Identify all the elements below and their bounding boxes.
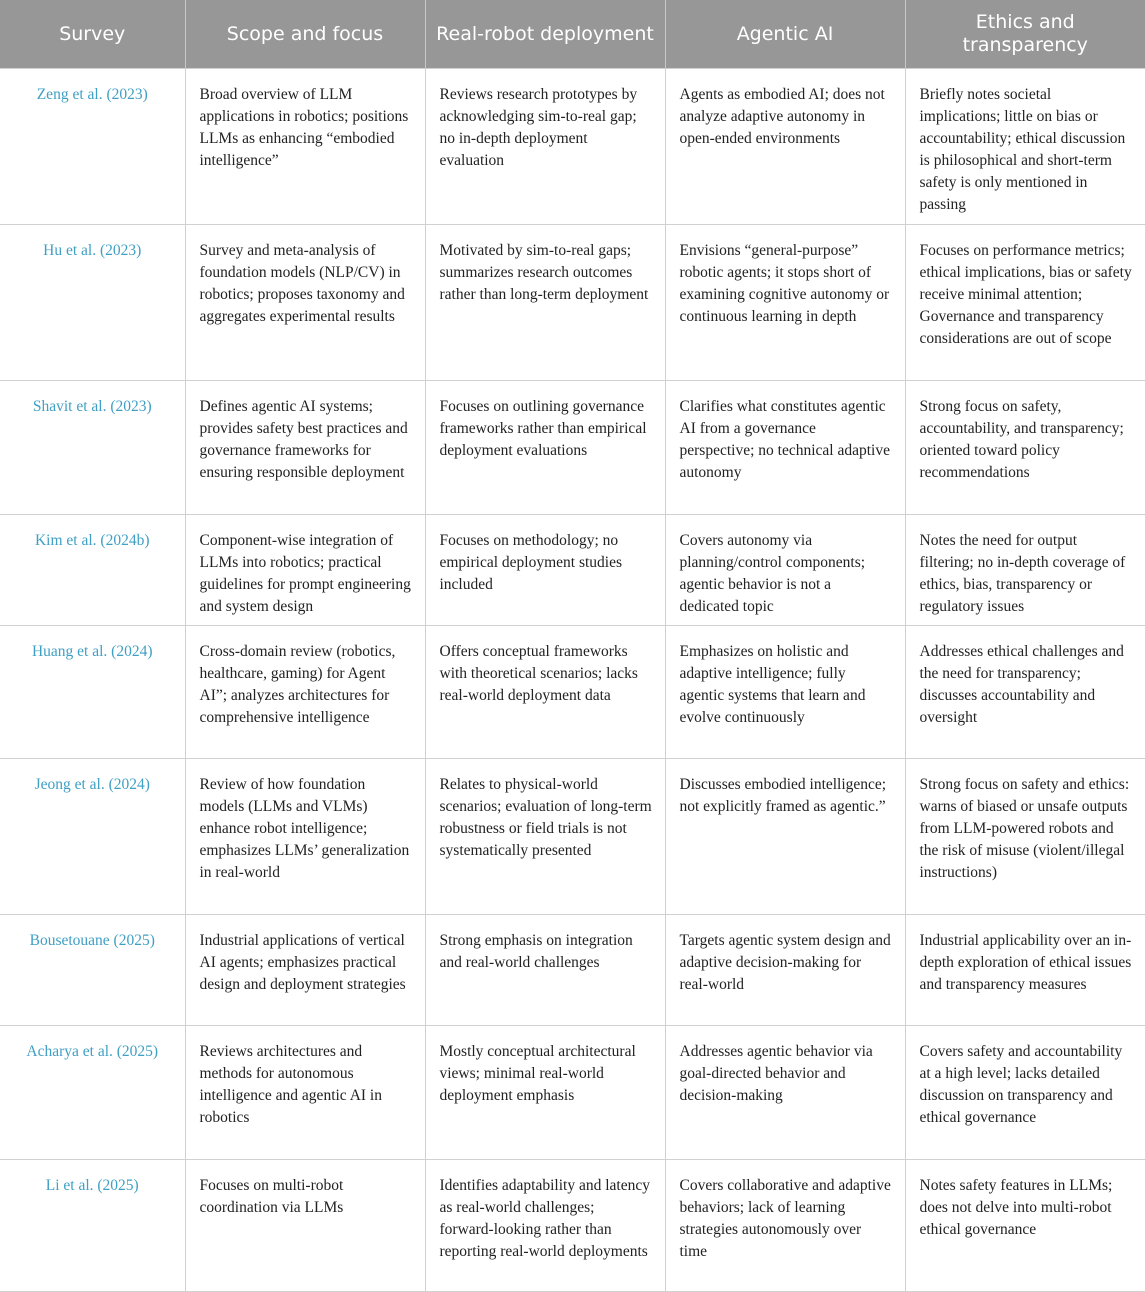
- deployment-cell: Strong emphasis on integration and real-…: [424, 914, 666, 1026]
- scope-cell: Review of how foundation models (LLMs an…: [184, 758, 426, 915]
- scope-cell: Industrial applications of vertical AI a…: [184, 914, 426, 1026]
- deployment-cell: Relates to physical-world scenarios; eva…: [424, 758, 666, 915]
- scope-cell: Broad overview of LLM applications in ro…: [184, 68, 426, 225]
- deployment-cell: Motivated by sim-to-real gaps; summarize…: [424, 224, 666, 381]
- header-survey: Survey: [0, 0, 185, 69]
- survey-link[interactable]: Zeng et al. (2023): [0, 68, 186, 225]
- ethics-cell: Addresses ethical challenges and the nee…: [904, 625, 1145, 759]
- survey-link[interactable]: Huang et al. (2024): [0, 625, 186, 759]
- agentic-cell: Envisions “general-purpose” robotic agen…: [664, 224, 906, 381]
- survey-link[interactable]: Hu et al. (2023): [0, 224, 186, 381]
- ethics-cell: Briefly notes societal implications; lit…: [904, 68, 1145, 225]
- deployment-cell: Offers conceptual frameworks with theore…: [424, 625, 666, 759]
- scope-cell: Reviews architectures and methods for au…: [184, 1025, 426, 1160]
- table-row: Bousetouane (2025) Industrial application…: [0, 914, 1145, 1026]
- agentic-cell: Targets agentic system design and adapti…: [664, 914, 906, 1026]
- table-row: Huang et al. (2024) Cross-domain review (…: [0, 625, 1145, 759]
- header-scope: Scope and focus: [184, 0, 425, 69]
- table-row: Li et al. (2025) Focuses on multi-robot c…: [0, 1159, 1145, 1292]
- survey-link[interactable]: Bousetouane (2025): [0, 914, 186, 1026]
- ethics-cell: Notes the need for output filtering; no …: [904, 514, 1145, 626]
- agentic-cell: Addresses agentic behavior via goal-dire…: [664, 1025, 906, 1160]
- survey-link[interactable]: Li et al. (2025): [0, 1159, 186, 1292]
- survey-link[interactable]: Jeong et al. (2024): [0, 758, 186, 915]
- deployment-cell: Reviews research prototypes by acknowled…: [424, 68, 666, 225]
- ethics-cell: Focuses on performance metrics; ethical …: [904, 224, 1145, 381]
- header-deployment: Real-robot deployment: [424, 0, 665, 69]
- survey-link[interactable]: Acharya et al. (2025): [0, 1025, 186, 1160]
- table-row: Kim et al. (2024b) Component-wise integra…: [0, 514, 1145, 626]
- deployment-cell: Focuses on outlining governance framewor…: [424, 380, 666, 515]
- agentic-cell: Clarifies what constitutes agentic AI fr…: [664, 380, 906, 515]
- agentic-cell: Discusses embodied intelligence; not exp…: [664, 758, 906, 915]
- ethics-cell: Strong focus on safety, accountability, …: [904, 380, 1145, 515]
- scope-cell: Component-wise integration of LLMs into …: [184, 514, 426, 626]
- scope-cell: Survey and meta-analysis of foundation m…: [184, 224, 426, 381]
- agentic-cell: Covers collaborative and adaptive behavi…: [664, 1159, 906, 1292]
- deployment-cell: Focuses on methodology; no empirical dep…: [424, 514, 666, 626]
- table-row: Zeng et al. (2023) Broad overview of LLM …: [0, 68, 1145, 225]
- table-row: Shavit et al. (2023) Defines agentic AI s…: [0, 380, 1145, 515]
- deployment-cell: Identifies adaptability and latency as r…: [424, 1159, 666, 1292]
- table-row: Jeong et al. (2024) Review of how foundat…: [0, 758, 1145, 915]
- ethics-cell: Strong focus on safety and ethics: warns…: [904, 758, 1145, 915]
- survey-link[interactable]: Kim et al. (2024b): [0, 514, 186, 626]
- agentic-cell: Covers autonomy via planning/control com…: [664, 514, 906, 626]
- scope-cell: Focuses on multi-robot coordination via …: [184, 1159, 426, 1292]
- table-row: Hu et al. (2023) Survey and meta-analysis…: [0, 224, 1145, 381]
- ethics-cell: Industrial applicability over an in-dept…: [904, 914, 1145, 1026]
- header-ethics: Ethics and transparency: [904, 0, 1145, 69]
- agentic-cell: Emphasizes on holistic and adaptive inte…: [664, 625, 906, 759]
- deployment-cell: Mostly conceptual architectural views; m…: [424, 1025, 666, 1160]
- survey-link[interactable]: Shavit et al. (2023): [0, 380, 186, 515]
- table-row: Acharya et al. (2025) Reviews architectur…: [0, 1025, 1145, 1160]
- header-agentic: Agentic AI: [664, 0, 905, 69]
- scope-cell: Defines agentic AI systems; provides saf…: [184, 380, 426, 515]
- scope-cell: Cross-domain review (robotics, healthcar…: [184, 625, 426, 759]
- header-row: Survey Scope and focus Real-robot deploy…: [0, 0, 1145, 69]
- ethics-cell: Covers safety and accountability at a hi…: [904, 1025, 1145, 1160]
- ethics-cell: Notes safety features in LLMs; does not …: [904, 1159, 1145, 1292]
- agentic-cell: Agents as embodied AI; does not analyze …: [664, 68, 906, 225]
